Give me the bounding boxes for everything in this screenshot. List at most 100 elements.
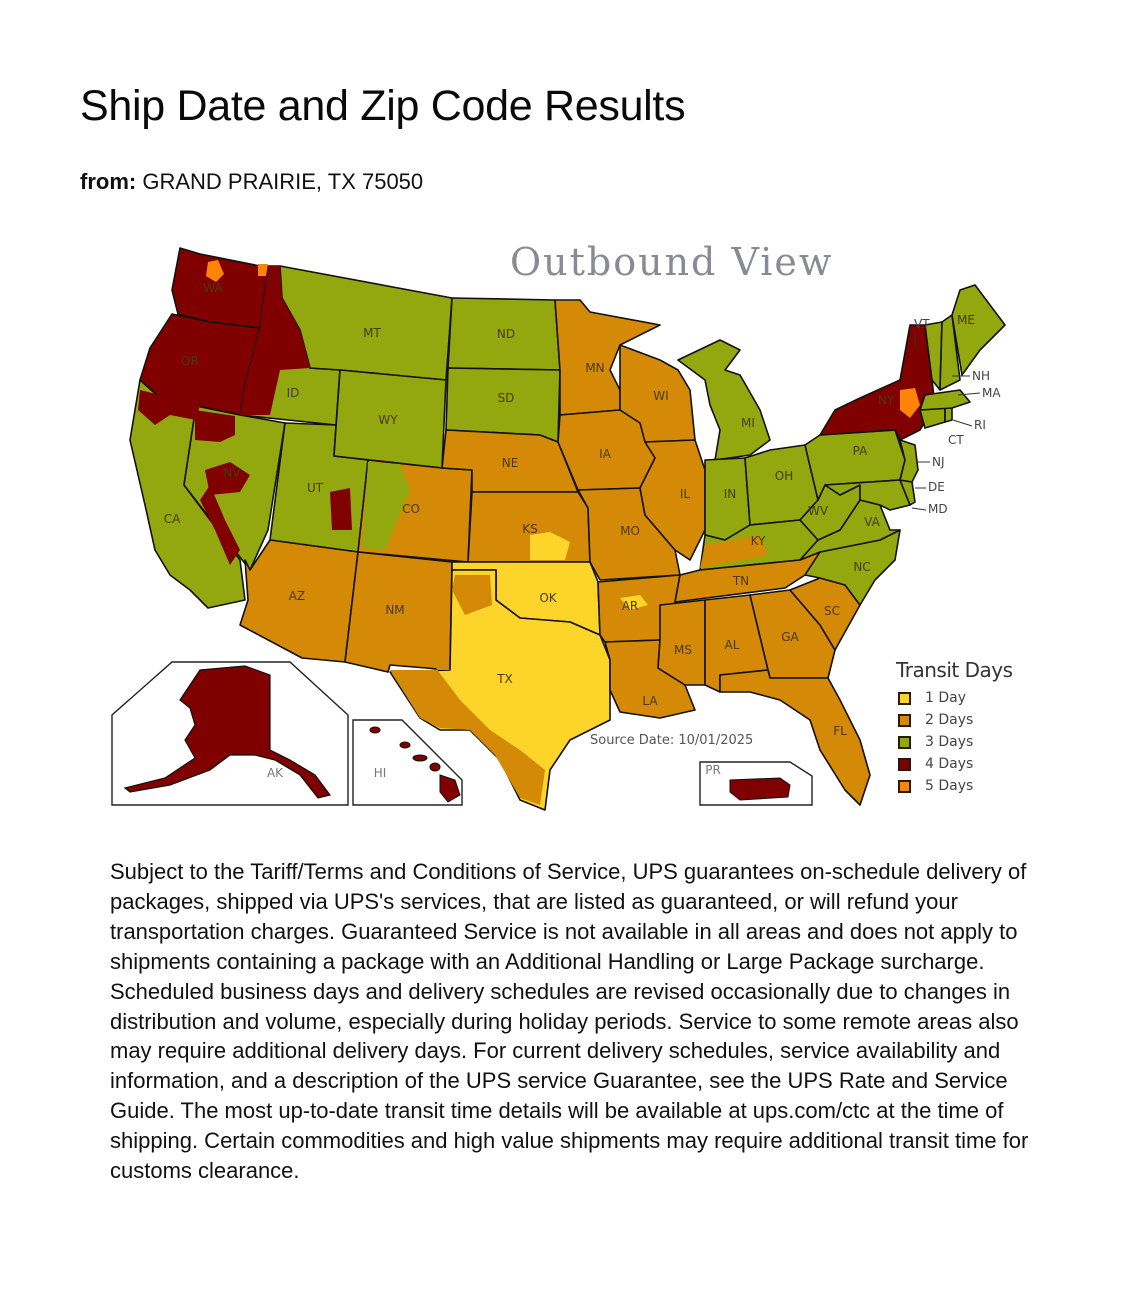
svg-text:MO: MO — [620, 524, 640, 538]
svg-text:ND: ND — [497, 327, 515, 341]
svg-text:PA: PA — [853, 444, 868, 458]
svg-text:OK: OK — [539, 591, 557, 605]
state-ny — [819, 324, 936, 441]
state-hi-island-3 — [412, 754, 428, 762]
svg-text:OR: OR — [181, 354, 199, 368]
legend-title: Transit Days — [896, 658, 1013, 682]
co-3day-zone — [362, 462, 410, 550]
swatch-icon — [898, 713, 911, 727]
legend-label: 2 Days — [925, 712, 974, 728]
tx-2day-zone — [452, 575, 492, 615]
origin-label: from: — [80, 169, 137, 194]
svg-text:MT: MT — [363, 326, 381, 340]
svg-text:AL: AL — [725, 638, 740, 652]
legend-item-5-days: 5 Days — [896, 775, 1013, 797]
svg-text:MD: MD — [928, 502, 948, 516]
state-mn — [554, 299, 661, 416]
svg-text:SD: SD — [498, 391, 515, 405]
svg-text:CA: CA — [164, 512, 181, 526]
wa-5day-zone — [206, 260, 224, 282]
svg-text:KS: KS — [522, 522, 538, 536]
svg-text:NM: NM — [385, 603, 404, 617]
state-hi-island-4 — [429, 762, 441, 772]
state-ri — [944, 407, 953, 423]
svg-text:WI: WI — [653, 389, 668, 403]
swatch-icon — [898, 757, 911, 771]
svg-text:IL: IL — [680, 487, 691, 501]
svg-text:ID: ID — [287, 386, 300, 400]
nv-4day-zone — [195, 410, 235, 442]
legend-item-4-days: 4 Days — [896, 753, 1013, 775]
ca-4day-zone — [138, 390, 200, 425]
state-ma — [919, 389, 971, 411]
swatch-icon — [898, 735, 911, 749]
ky-2day-zone — [700, 535, 768, 568]
svg-text:LA: LA — [642, 694, 658, 708]
svg-text:AZ: AZ — [289, 589, 305, 603]
svg-text:WA: WA — [203, 281, 223, 295]
svg-text:AK: AK — [267, 766, 284, 780]
svg-text:VA: VA — [864, 515, 880, 529]
origin-value: GRAND PRAIRIE, TX 75050 — [142, 169, 424, 194]
transit-map: WA OR CA ID NV UT AZ MT WY CO NM ND SD N… — [100, 230, 1040, 820]
svg-text:TN: TN — [732, 574, 749, 588]
state-hi — [439, 774, 461, 803]
svg-text:GA: GA — [781, 630, 799, 644]
legend-label: 1 Day — [925, 690, 967, 706]
state-fl — [719, 669, 871, 806]
svg-text:IN: IN — [724, 487, 737, 501]
svg-text:ME: ME — [957, 313, 975, 327]
ks-1day-zone — [530, 532, 570, 560]
legend-item-2-days: 2 Days — [896, 709, 1013, 731]
svg-text:CO: CO — [402, 502, 420, 516]
source-date: Source Date: 10/01/2025 — [590, 733, 754, 748]
svg-text:MA: MA — [982, 386, 1001, 400]
map-title: Outbound View — [510, 240, 834, 284]
state-ak — [123, 665, 332, 799]
state-hi-island-2 — [399, 741, 411, 749]
origin-info: from: GRAND PRAIRIE, TX 75050 — [80, 169, 423, 195]
svg-text:KY: KY — [751, 534, 766, 548]
svg-text:MS: MS — [674, 643, 692, 657]
legend-item-3-days: 3 Days — [896, 731, 1013, 753]
svg-text:OH: OH — [775, 469, 793, 483]
svg-text:CT: CT — [948, 433, 964, 447]
svg-text:MN: MN — [585, 361, 604, 375]
legend-item-1-day: 1 Day — [896, 687, 1013, 709]
wa-5day-zone-2 — [258, 264, 268, 276]
state-nj — [899, 439, 919, 483]
svg-text:NE: NE — [502, 456, 519, 470]
swatch-icon — [898, 779, 911, 793]
state-mi — [677, 339, 771, 461]
svg-text:UT: UT — [307, 481, 324, 495]
svg-text:HI: HI — [374, 766, 387, 780]
svg-text:PR: PR — [705, 763, 721, 777]
ut-4day-zone — [330, 488, 352, 530]
page-title: Ship Date and Zip Code Results — [80, 82, 686, 130]
svg-text:RI: RI — [974, 418, 986, 432]
tx-2day-zone-2 — [390, 660, 545, 805]
swatch-icon — [898, 691, 911, 705]
svg-text:NH: NH — [972, 369, 990, 383]
svg-text:NV: NV — [223, 466, 241, 480]
svg-text:NC: NC — [853, 560, 870, 574]
svg-text:MI: MI — [741, 416, 755, 430]
nv-4day-zone-2 — [205, 462, 250, 495]
state-ny-5day — [900, 388, 920, 418]
state-hi-island-1 — [369, 726, 381, 734]
svg-text:WY: WY — [378, 413, 398, 427]
svg-text:VT: VT — [914, 317, 930, 331]
state-me — [951, 284, 1006, 376]
svg-text:AR: AR — [622, 599, 639, 613]
state-nh — [939, 314, 961, 391]
pr-inset: PR — [699, 761, 813, 806]
legend-label: 4 Days — [925, 756, 974, 772]
svg-text:TX: TX — [496, 672, 513, 686]
legend-label: 3 Days — [925, 734, 974, 750]
svg-text:NJ: NJ — [932, 455, 945, 469]
svg-text:WV: WV — [808, 504, 829, 518]
us-map-graphic: WA OR CA ID NV UT AZ MT WY CO NM ND SD N… — [111, 247, 1006, 811]
id-4day-zone — [240, 266, 310, 415]
legend: Transit Days 1 Day 2 Days 3 Days 4 Days … — [896, 658, 1013, 797]
guarantee-disclaimer: Subject to the Tariff/Terms and Conditio… — [110, 859, 1029, 1184]
